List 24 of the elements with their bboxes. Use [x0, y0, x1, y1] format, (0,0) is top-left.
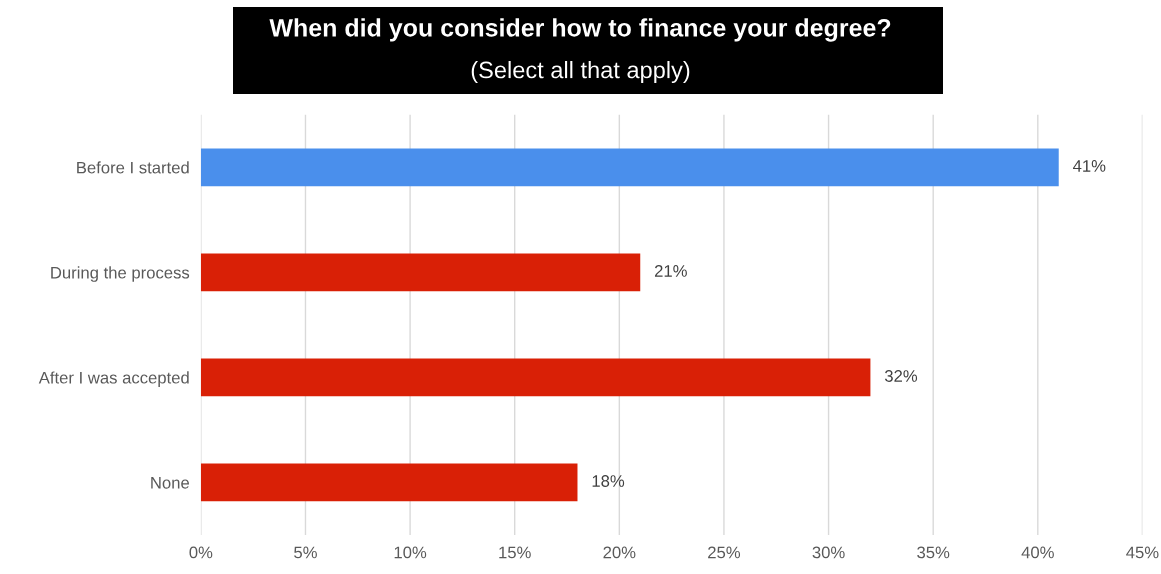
bar	[200, 253, 641, 292]
x-tick-label: 0%	[189, 546, 213, 559]
y-tick-label: Before I started	[77, 161, 189, 174]
x-tick-label: 30%	[812, 546, 845, 559]
x-tick-label: 5%	[294, 546, 317, 559]
data-label: 18%	[592, 475, 625, 487]
bar	[200, 463, 578, 502]
x-tick-label: 10%	[394, 546, 427, 559]
data-label: 32%	[884, 370, 918, 382]
y-tick-label: During the process	[51, 266, 190, 282]
x-tick-label: 20%	[603, 546, 636, 559]
chart-subtitle: (Select all that apply)	[471, 61, 690, 83]
y-tick-label: After I was accepted	[38, 371, 189, 387]
y-tick-label: None	[151, 477, 189, 489]
x-tick-label: 15%	[499, 546, 531, 559]
data-label: 21%	[654, 265, 687, 277]
x-tick-label: 35%	[917, 546, 950, 559]
x-tick-label: 45%	[1126, 546, 1159, 559]
chart-title: When did you consider how to finance your degree?	[269, 18, 891, 42]
bar	[200, 148, 1059, 187]
x-tick-label: 25%	[708, 546, 741, 559]
x-tick-label: 40%	[1021, 546, 1054, 559]
bar	[200, 358, 871, 397]
data-label: 41%	[1073, 160, 1106, 172]
